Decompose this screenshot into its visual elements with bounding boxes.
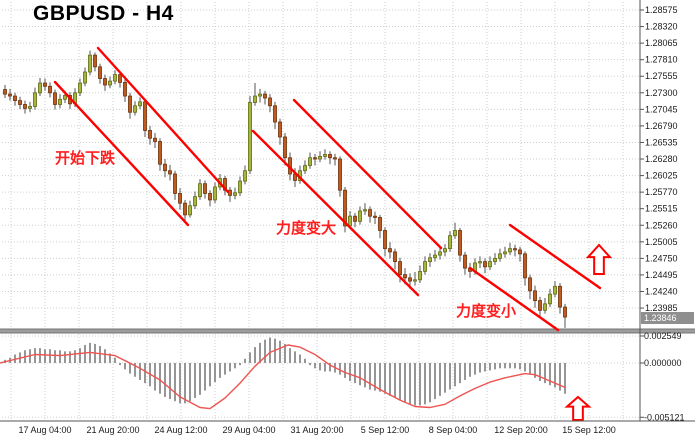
up-arrow-bottom <box>564 395 592 421</box>
svg-text:1.24240: 1.24240 <box>645 286 678 296</box>
svg-text:1.27300: 1.27300 <box>645 88 678 98</box>
svg-text:0.000000: 0.000000 <box>644 358 682 368</box>
svg-text:1.25770: 1.25770 <box>645 187 678 197</box>
svg-text:0.002549: 0.002549 <box>644 331 682 341</box>
axis-borders <box>0 0 695 422</box>
up-arrow-icons[interactable] <box>564 243 613 421</box>
trend-annotation-strength-down[interactable]: 力度变小 <box>456 303 517 320</box>
price-axis[interactable]: 1.28575 1.28320 1.28065 1.27810 1.27555 1.273… <box>640 5 685 422</box>
svg-text:1.25515: 1.25515 <box>645 204 678 214</box>
time-axis[interactable]: 17 Aug 04:00 21 Aug 20:00 24 Aug 12:00 29 A… <box>18 425 615 435</box>
svg-text:15 Sep 12:00: 15 Sep 12:00 <box>562 425 616 435</box>
svg-text:1.24495: 1.24495 <box>645 270 678 280</box>
svg-text:24 Aug 12:00: 24 Aug 12:00 <box>154 425 207 435</box>
trend-annotation-strength-up[interactable]: 力度变大 <box>276 220 337 237</box>
svg-text:1.27045: 1.27045 <box>645 104 678 114</box>
svg-text:5 Sep 12:00: 5 Sep 12:00 <box>361 425 410 435</box>
svg-text:1.28575: 1.28575 <box>645 5 678 15</box>
gridlines <box>2 2 640 420</box>
svg-text:1.28065: 1.28065 <box>645 38 678 48</box>
svg-text:1.27555: 1.27555 <box>645 71 678 81</box>
svg-text:29 Aug 04:00: 29 Aug 04:00 <box>222 425 275 435</box>
svg-text:1.26790: 1.26790 <box>645 121 678 131</box>
current-price-badge: 1.23846 <box>641 312 694 324</box>
svg-text:31 Aug 20:00: 31 Aug 20:00 <box>290 425 343 435</box>
svg-text:1.26025: 1.26025 <box>645 171 678 181</box>
svg-text:1.28320: 1.28320 <box>645 22 678 32</box>
macd-histogram <box>4 337 566 406</box>
svg-text:1.23985: 1.23985 <box>645 303 678 313</box>
svg-text:1.24750: 1.24750 <box>645 253 678 263</box>
trend-annotation-start-falling[interactable]: 开始下跌 <box>55 150 116 167</box>
trend-channel-lines[interactable] <box>53 46 602 332</box>
svg-text:1.26280: 1.26280 <box>645 154 678 164</box>
svg-text:21 Aug 20:00: 21 Aug 20:00 <box>86 425 139 435</box>
svg-text:1.26535: 1.26535 <box>645 137 678 147</box>
svg-text:12 Sep 20:00: 12 Sep 20:00 <box>494 425 548 435</box>
svg-text:8 Sep 04:00: 8 Sep 04:00 <box>429 425 478 435</box>
candlesticks <box>3 50 567 328</box>
svg-text:1.25260: 1.25260 <box>645 220 678 230</box>
svg-text:1.25005: 1.25005 <box>645 237 678 247</box>
macd-signal-line <box>0 344 566 410</box>
chart-title: GBPUSD - H4 <box>33 2 174 25</box>
panel-separator <box>0 328 695 334</box>
svg-text:1.27810: 1.27810 <box>645 55 678 65</box>
up-arrow-right <box>585 243 613 275</box>
svg-text:-0.005121: -0.005121 <box>644 412 685 422</box>
svg-text:17 Aug 04:00: 17 Aug 04:00 <box>18 425 71 435</box>
